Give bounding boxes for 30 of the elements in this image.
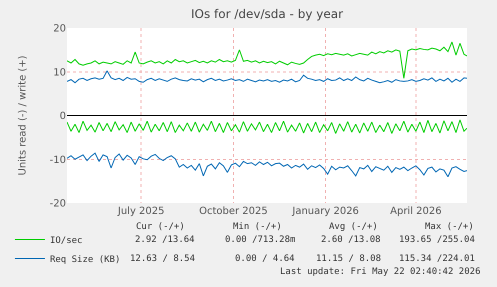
text: 115.34 /224.01 — [399, 254, 475, 264]
text: Avg (-/+) — [329, 222, 378, 232]
line-series — [67, 152, 467, 178]
y-tick-label: -10 — [50, 154, 66, 166]
line-series — [67, 70, 467, 84]
legend-label: Req Size (KB) — [50, 255, 120, 266]
text: Max (-/+) — [425, 222, 474, 232]
text: Cur (-/+) — [136, 222, 185, 232]
x-tick-label: April 2026 — [390, 206, 442, 217]
chart-title: IOs for /dev/sda - by year — [190, 7, 344, 22]
x-tick-label: October 2025 — [199, 206, 268, 217]
line-series — [67, 42, 467, 79]
text: 11.15 / 8.08 — [316, 254, 382, 264]
line-series — [67, 119, 467, 134]
x-tick-label: January 2026 — [291, 206, 359, 217]
text: 2.92 /13.64 — [135, 235, 195, 245]
y-tick-label: 20 — [53, 24, 66, 34]
y-tick-label: 0 — [60, 111, 66, 122]
text: 2.60 /13.08 — [321, 235, 381, 245]
text: 0.00 / 4.64 — [235, 254, 295, 264]
text: Last update: Fri May 22 02:40:42 2026 — [280, 267, 480, 277]
text: 193.65 /255.04 — [399, 235, 475, 245]
legend-label: IO/sec — [50, 236, 82, 246]
text: Min (-/+) — [233, 222, 282, 232]
x-tick-label: July 2025 — [116, 206, 165, 217]
y-tick-label: -20 — [50, 198, 66, 210]
y-tick-label: 10 — [53, 67, 66, 78]
y-axis-title: Units read (-) / write (+) — [18, 55, 28, 176]
text: 12.63 / 8.54 — [130, 254, 196, 264]
text: 0.00 /713.28m — [225, 235, 296, 245]
